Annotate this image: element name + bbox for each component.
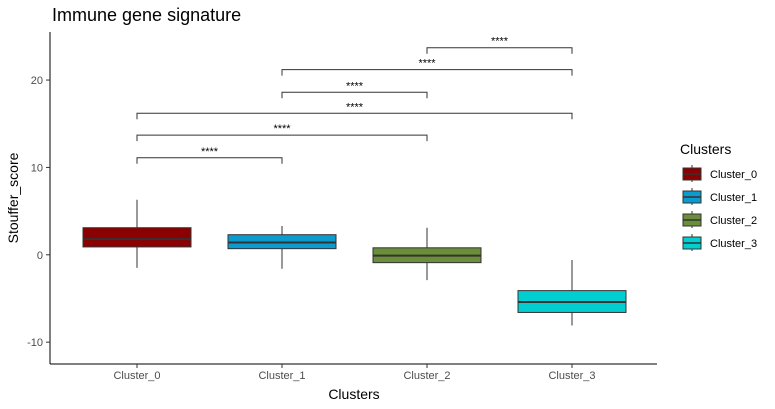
y-tick-label: 20: [31, 75, 43, 87]
x-tick-label: Cluster_2: [403, 370, 450, 382]
legend-label: Cluster_2: [710, 215, 757, 227]
chart-title: Immune gene signature: [52, 5, 241, 25]
legend-label: Cluster_1: [710, 192, 757, 204]
significance-bracket: ****: [136, 101, 573, 120]
bracket-line: [281, 69, 573, 76]
legend-item: Cluster_1: [682, 188, 757, 205]
significance-label: ****: [418, 58, 436, 70]
legend-title: Clusters: [680, 141, 731, 157]
box-cluster-1: [227, 225, 337, 269]
plot-area: -10 0 10 20 Cluster_0 Cluster_1 Cluster_2 Clust…: [27, 32, 657, 382]
significance-label: ****: [346, 101, 364, 113]
significance-label: ****: [491, 36, 509, 48]
box-cluster-3: [517, 260, 627, 326]
box-cluster-2: [372, 227, 482, 281]
significance-bracket: ****: [281, 80, 428, 99]
bracket-line: [136, 157, 283, 164]
legend-item: Cluster_2: [682, 211, 757, 228]
y-tick-label: 0: [37, 250, 43, 262]
bracket-line: [426, 47, 573, 54]
bracket-line: [281, 91, 428, 99]
y-tick-label: -10: [27, 337, 43, 349]
x-axis-title: Clusters: [328, 386, 379, 402]
significance-label: ****: [346, 80, 364, 92]
bracket-line: [136, 112, 573, 120]
significance-bracket: ****: [426, 36, 573, 54]
legend: Clusters Cluster_0 Cluster_1 Cluster_2 Clus…: [680, 141, 757, 251]
significance-bracket: ****: [281, 58, 573, 76]
bracket-line: [136, 134, 428, 142]
significance-label: ****: [201, 146, 219, 158]
y-tick-label: 10: [31, 162, 43, 174]
x-tick-label: Cluster_3: [548, 370, 595, 382]
y-axis-title: Stouffer_score: [5, 152, 21, 243]
x-tick-label: Cluster_1: [258, 370, 305, 382]
significance-bracket: ****: [136, 146, 283, 164]
box-body: [82, 227, 192, 248]
significance-bracket: ****: [136, 123, 428, 142]
legend-item: Cluster_0: [682, 165, 757, 182]
legend-label: Cluster_3: [710, 238, 757, 250]
box-cluster-0: [82, 199, 192, 268]
legend-item: Cluster_3: [682, 234, 757, 251]
legend-label: Cluster_0: [710, 169, 757, 181]
x-tick-label: Cluster_0: [113, 370, 160, 382]
significance-label: ****: [273, 123, 291, 135]
